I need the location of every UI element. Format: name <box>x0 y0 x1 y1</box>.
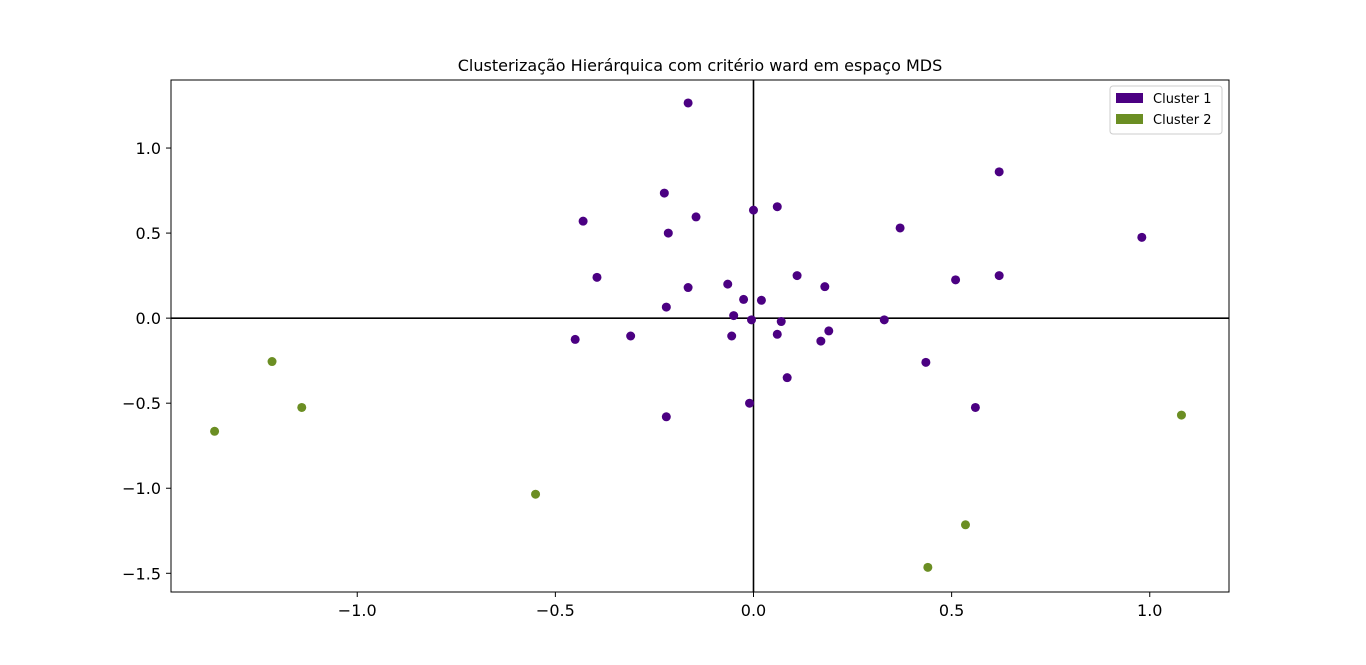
point-cluster-1 <box>727 331 737 341</box>
point-cluster-1 <box>683 283 693 293</box>
point-cluster-2 <box>210 426 220 436</box>
y-tick-label: 1.0 <box>136 139 161 158</box>
point-cluster-1 <box>970 402 980 412</box>
point-cluster-2 <box>923 562 933 572</box>
point-cluster-2 <box>531 489 541 499</box>
legend-swatch <box>1116 93 1143 103</box>
y-tick-label: −0.5 <box>122 394 161 413</box>
point-cluster-1 <box>683 98 693 108</box>
point-cluster-1 <box>951 275 961 285</box>
point-cluster-1 <box>592 272 602 282</box>
plot-border <box>170 79 1230 593</box>
y-tick-label: 0.0 <box>136 309 161 328</box>
point-cluster-1 <box>661 302 671 312</box>
point-cluster-1 <box>816 336 826 346</box>
point-cluster-2 <box>1176 410 1186 420</box>
plot-frame <box>170 79 1230 593</box>
point-cluster-1 <box>824 326 834 336</box>
point-cluster-1 <box>661 412 671 422</box>
point-cluster-1 <box>879 315 889 325</box>
legend: Cluster 1 Cluster 2 <box>1109 85 1223 135</box>
point-cluster-1 <box>748 205 758 215</box>
chart-title: Clusterização Hierárquica com critério w… <box>458 56 942 75</box>
point-cluster-1 <box>772 202 782 212</box>
reference-lines <box>171 80 1229 592</box>
x-tick-label: 0.0 <box>741 601 766 620</box>
point-cluster-1 <box>691 212 701 222</box>
point-cluster-1 <box>739 294 749 304</box>
point-cluster-1 <box>792 271 802 281</box>
axes: −1.0 −0.5 0.0 0.5 1.0 1.0 0.5 0.0 −0.5 −1.0 −1.5 <box>122 139 1162 620</box>
point-cluster-1 <box>782 373 792 383</box>
y-tick-label: −1.5 <box>122 564 161 583</box>
point-cluster-1 <box>663 228 673 238</box>
point-cluster-1 <box>659 188 669 198</box>
x-tick-label: −1.0 <box>338 601 377 620</box>
point-cluster-1 <box>921 357 931 367</box>
point-cluster-1 <box>745 398 755 408</box>
point-cluster-1 <box>723 279 733 289</box>
point-cluster-2 <box>960 520 970 530</box>
x-tick-label: 1.0 <box>1137 601 1162 620</box>
point-cluster-1 <box>895 223 905 233</box>
point-cluster-1 <box>756 295 766 305</box>
data-points <box>210 98 1186 572</box>
point-cluster-1 <box>570 334 580 344</box>
point-cluster-1 <box>994 167 1004 177</box>
point-cluster-2 <box>267 357 277 367</box>
point-cluster-1 <box>578 216 588 226</box>
point-cluster-1 <box>820 282 830 292</box>
point-cluster-1 <box>747 315 757 325</box>
point-cluster-1 <box>729 311 739 321</box>
legend-swatch <box>1116 114 1143 124</box>
point-cluster-1 <box>1137 232 1147 242</box>
legend-label: Cluster 1 <box>1153 92 1212 107</box>
legend-label: Cluster 2 <box>1153 113 1212 128</box>
x-tick-label: 0.5 <box>939 601 964 620</box>
point-cluster-1 <box>994 271 1004 281</box>
y-tick-label: −1.0 <box>122 479 161 498</box>
y-tick-label: 0.5 <box>136 224 161 243</box>
x-tick-label: −0.5 <box>536 601 575 620</box>
point-cluster-2 <box>297 402 307 412</box>
point-cluster-1 <box>626 331 636 341</box>
point-cluster-1 <box>772 329 782 339</box>
point-cluster-1 <box>776 317 786 327</box>
